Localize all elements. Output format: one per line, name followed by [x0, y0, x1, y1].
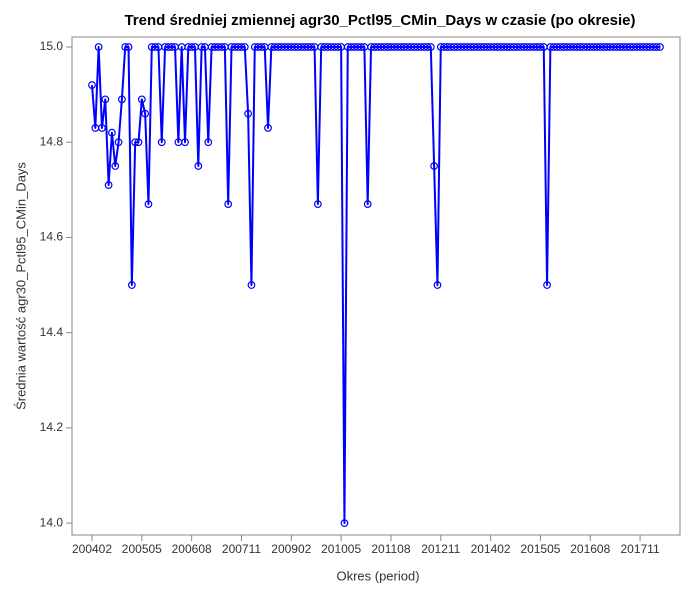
data-point — [144, 200, 153, 209]
x-tick-label: 201711 — [620, 542, 659, 556]
data-point — [104, 181, 113, 189]
x-tick-label: 200402 — [72, 542, 112, 556]
data-point — [114, 138, 123, 147]
data-point — [264, 124, 272, 132]
data-point — [430, 162, 439, 170]
data-point — [237, 43, 246, 51]
data-point — [151, 43, 160, 51]
data-point — [313, 200, 322, 209]
x-tick-label: 201005 — [321, 542, 361, 556]
chart-title: Trend średniej zmiennej agr30_Pctl95_CMi… — [124, 12, 635, 29]
data-point — [121, 43, 130, 51]
y-tick-label: 14.2 — [40, 420, 64, 434]
data-point — [101, 95, 110, 104]
x-tick-label: 201108 — [371, 542, 410, 556]
data-point — [197, 43, 206, 51]
data-point — [181, 138, 189, 147]
data-point — [307, 43, 316, 51]
y-tick-label: 14.0 — [40, 515, 64, 529]
data-point — [157, 138, 166, 147]
data-point — [131, 138, 140, 147]
data-point — [117, 95, 126, 104]
x-tick-label: 200902 — [271, 542, 311, 556]
data-point — [217, 43, 226, 51]
x-tick-label: 200711 — [222, 542, 261, 556]
data-point — [240, 43, 249, 51]
y-tick-label: 15.0 — [40, 39, 64, 53]
data-point — [88, 81, 96, 89]
x-tick-label: 201505 — [520, 542, 560, 556]
data-point — [98, 124, 106, 132]
plot-frame — [71, 36, 681, 536]
data-point — [124, 43, 133, 51]
data-point — [340, 519, 349, 527]
data-point — [426, 43, 435, 51]
data-point — [134, 138, 143, 147]
x-tick-label: 201211 — [421, 542, 460, 556]
y-tick-label: 14.8 — [40, 134, 64, 148]
data-point — [111, 162, 120, 170]
data-point — [204, 138, 213, 147]
data-point — [224, 200, 233, 209]
data-point — [652, 43, 661, 51]
data-point — [333, 43, 342, 51]
y-tick-label: 14.4 — [40, 325, 64, 339]
data-point — [244, 109, 253, 118]
data-point — [363, 200, 372, 209]
data-point — [247, 281, 256, 289]
data-point — [433, 281, 442, 289]
data-point — [536, 43, 545, 51]
series-line — [91, 45, 660, 525]
data-point — [94, 43, 103, 51]
x-axis-label: Okres (period) — [336, 568, 419, 583]
data-point — [141, 109, 150, 118]
x-tick-label: 200505 — [122, 542, 162, 556]
data-point — [108, 128, 116, 137]
data-point — [127, 281, 136, 289]
x-tick-label: 201402 — [471, 542, 511, 556]
data-point — [187, 43, 196, 51]
data-point — [357, 43, 365, 51]
y-axis-label: Średnia wartość agr30_Pctl95_CMin_Days — [13, 162, 28, 410]
y-tick-label: 14.6 — [40, 230, 64, 244]
x-tick-label: 200608 — [172, 542, 212, 556]
data-point — [167, 43, 176, 51]
data-point — [656, 43, 664, 51]
data-point — [543, 281, 551, 289]
data-point — [423, 43, 432, 51]
data-point — [194, 162, 203, 170]
data-point — [257, 43, 266, 51]
data-point — [137, 95, 146, 104]
x-tick-label: 201608 — [570, 542, 610, 556]
